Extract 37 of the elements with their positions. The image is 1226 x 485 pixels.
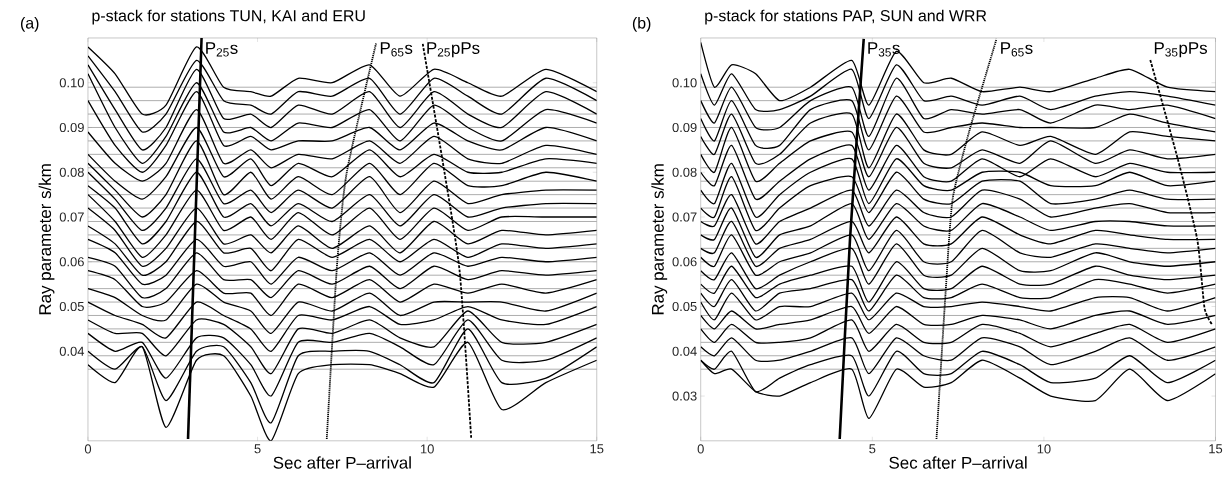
- y-tick-label: 0.08: [672, 167, 697, 177]
- x-tick-label: 0: [697, 444, 704, 454]
- annotation: P$_{35}$pPs: [1154, 42, 1208, 58]
- x-axis-title: Sec after P–arrival: [273, 456, 411, 469]
- text: (a): [20, 17, 39, 32]
- annotation: P$_{25}$s: [206, 42, 238, 57]
- y-tick-label: 0.08: [59, 167, 84, 177]
- y-tick-label: 0.03: [672, 391, 697, 401]
- text: (b): [632, 17, 651, 32]
- x-axis-title: Sec after P–arrival: [889, 456, 1027, 469]
- y-tick-label: 0.05: [59, 302, 84, 312]
- y-tick-label: 0.09: [672, 123, 697, 133]
- annotation: P$_{25}$pPs: [427, 42, 480, 58]
- y-axis-title: Ray parameter s/km: [651, 164, 668, 315]
- y-tick-label: 0.04: [672, 346, 697, 356]
- y-tick-label: 0.07: [672, 212, 697, 222]
- y-tick-label: 0.06: [672, 257, 697, 267]
- annotation: P$_{35}$s: [868, 42, 900, 57]
- y-tick-label: 0.10: [672, 78, 697, 88]
- x-tick-label: 10: [420, 444, 434, 454]
- y-tick-label: 0.09: [59, 123, 84, 133]
- y-tick-label: 0.05: [672, 302, 697, 312]
- annotation: P$_{65}$s: [1001, 42, 1033, 57]
- y-axis-title: Ray parameter s/km: [38, 164, 55, 315]
- y-tick-label: 0.10: [59, 78, 84, 88]
- y-tick-label: 0.06: [59, 257, 84, 267]
- chart-title: p-stack for stations TUN, KAI and ERU: [92, 9, 365, 25]
- annotation: P$_{65}$s: [380, 42, 413, 57]
- x-tick-label: 5: [869, 444, 876, 454]
- x-tick-label: 0: [84, 444, 92, 454]
- x-tick-label: 15: [1209, 444, 1223, 454]
- y-tick-label: 0.07: [59, 212, 84, 222]
- x-tick-label: 15: [590, 444, 604, 454]
- chart-title: p-stack for stations PAP, SUN and WRR: [705, 9, 987, 25]
- y-tick-label: 0.04: [59, 346, 85, 356]
- x-tick-label: 10: [1037, 444, 1051, 454]
- x-tick-label: 5: [254, 444, 261, 454]
